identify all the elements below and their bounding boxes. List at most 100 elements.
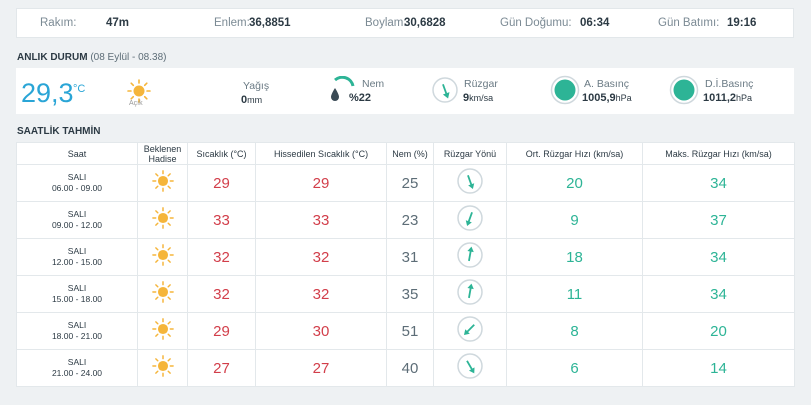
table-row: SALI 06.00 - 09.00 29 29 25 xyxy=(16,164,795,202)
day-label: SALI xyxy=(67,246,87,256)
max-wind-cell: 34 xyxy=(642,275,795,313)
sun-icon xyxy=(151,169,174,196)
day-label: SALI xyxy=(67,283,87,293)
pressure-unit: hPa xyxy=(615,93,632,103)
wind-direction-icon xyxy=(431,76,459,109)
wind-value-group: 9km/sa xyxy=(463,92,493,104)
condition-label: Açık xyxy=(129,100,143,107)
rain-unit: mm xyxy=(247,95,263,105)
humidity-cell: 51 xyxy=(386,312,434,350)
event-cell xyxy=(137,275,188,313)
humidity-label: Nem xyxy=(362,78,385,90)
hourly-forecast-table-container: Saat Beklenen Hadise Sıcaklık (°C) Hissed… xyxy=(16,142,795,387)
pressure-label: A. Basınç xyxy=(584,78,629,90)
table-row: SALI 12.00 - 15.00 32 32 31 xyxy=(16,238,795,276)
header-event-line2: Hadise xyxy=(148,153,177,164)
avg-wind-cell: 20 xyxy=(506,164,643,202)
avg-wind-cell: 11 xyxy=(506,275,643,313)
time-range: 12.00 - 15.00 xyxy=(51,257,103,267)
event-cell xyxy=(137,201,188,239)
avg-wind-cell: 6 xyxy=(506,349,643,387)
altitude-value: 47m xyxy=(106,17,130,29)
header-event-line1: Beklenen xyxy=(143,143,182,154)
latitude-value: 36,8851 xyxy=(249,17,291,29)
time-cell: SALI 21.00 - 24.00 xyxy=(16,349,138,387)
current-conditions-panel: 29,3 °C Açık Yağış 0mm Nem %22 xyxy=(16,68,794,114)
rain-value-group: 0mm xyxy=(241,94,262,106)
humidity-cell: 31 xyxy=(386,238,434,276)
day-label: SALI xyxy=(67,172,87,182)
current-temperature: 29,3 xyxy=(21,78,74,108)
sunrise-value: 06:34 xyxy=(580,17,610,29)
header-temperature: Sıcaklık (°C) xyxy=(187,142,256,165)
max-wind-cell: 34 xyxy=(642,238,795,276)
temperature-cell: 33 xyxy=(187,201,256,239)
event-cell xyxy=(137,164,188,202)
time-cell: SALI 09.00 - 12.00 xyxy=(16,201,138,239)
wind-arrow-icon xyxy=(456,278,484,310)
hourly-forecast-table: Saat Beklenen Hadise Sıcaklık (°C) Hissed… xyxy=(16,142,795,387)
event-cell xyxy=(137,238,188,276)
table-header-row: Saat Beklenen Hadise Sıcaklık (°C) Hissed… xyxy=(16,142,795,165)
sun-icon xyxy=(127,79,151,108)
pressure-value-group: 1005,9hPa xyxy=(582,92,632,104)
wind-direction-cell xyxy=(433,201,507,239)
event-cell xyxy=(137,312,188,350)
avg-wind-cell: 9 xyxy=(506,201,643,239)
time-range: 21.00 - 24.00 xyxy=(51,368,103,378)
wind-direction-cell xyxy=(433,349,507,387)
wind-direction-cell xyxy=(433,275,507,313)
sunset-label: Gün Batımı: xyxy=(658,17,720,29)
day-label: SALI xyxy=(67,320,87,330)
pressure-gauge-icon xyxy=(550,75,580,110)
humidity-cell: 35 xyxy=(386,275,434,313)
table-row: SALI 15.00 - 18.00 32 32 35 xyxy=(16,275,795,313)
sun-icon xyxy=(151,243,174,270)
time-cell: SALI 12.00 - 15.00 xyxy=(16,238,138,276)
event-cell xyxy=(137,349,188,387)
current-subtitle: (08 Eylül - 08.38) xyxy=(90,52,167,63)
wind-arrow-icon xyxy=(456,167,484,199)
sun-icon xyxy=(151,280,174,307)
temperature-cell: 29 xyxy=(187,312,256,350)
feels-like-cell: 33 xyxy=(255,201,387,239)
table-row: SALI 18.00 - 21.00 29 30 51 xyxy=(16,312,795,350)
humidity-value: %22 xyxy=(349,92,372,104)
sunrise-label: Gün Doğumu: xyxy=(500,17,572,29)
table-row: SALI 21.00 - 24.00 27 27 40 xyxy=(16,349,795,387)
rain-value: 0 xyxy=(241,94,248,106)
humidity-cell: 40 xyxy=(386,349,434,387)
feels-like-cell: 32 xyxy=(255,275,387,313)
sun-icon xyxy=(151,354,174,381)
avg-wind-cell: 18 xyxy=(506,238,643,276)
pressure-value: 1005,9 xyxy=(582,92,616,104)
humidity-value-group: %22 xyxy=(349,92,371,104)
humidity-cell: 25 xyxy=(386,164,434,202)
temperature-cell: 27 xyxy=(187,349,256,387)
altitude-label: Rakım: xyxy=(40,17,77,29)
current-title-text: ANLIK DURUM xyxy=(17,52,88,63)
temperature-unit: °C xyxy=(73,83,86,95)
time-range: 18.00 - 21.00 xyxy=(51,331,103,341)
temperature-cell: 29 xyxy=(187,164,256,202)
table-row: SALI 09.00 - 12.00 33 33 23 xyxy=(16,201,795,239)
longitude-value: 30,6828 xyxy=(404,17,446,29)
max-wind-cell: 14 xyxy=(642,349,795,387)
feels-like-cell: 29 xyxy=(255,164,387,202)
header-feels-like: Hissedilen Sıcaklık (°C) xyxy=(255,142,387,165)
sea-pressure-unit: hPa xyxy=(736,93,753,103)
wind-label: Rüzgar xyxy=(464,78,498,90)
feels-like-cell: 32 xyxy=(255,238,387,276)
wind-arrow-icon xyxy=(456,204,484,236)
hourly-rows: SALI 06.00 - 09.00 29 29 25 xyxy=(16,164,795,387)
max-wind-cell: 20 xyxy=(642,312,795,350)
max-wind-cell: 37 xyxy=(642,201,795,239)
wind-unit: km/sa xyxy=(469,93,494,103)
humidity-cell: 23 xyxy=(386,201,434,239)
sunset-value: 19:16 xyxy=(727,17,757,29)
header-expected-event: Beklenen Hadise xyxy=(137,142,188,165)
wind-direction-cell xyxy=(433,238,507,276)
wind-arrow-icon xyxy=(456,352,484,384)
wind-arrow-icon xyxy=(456,241,484,273)
wind-direction-cell xyxy=(433,312,507,350)
